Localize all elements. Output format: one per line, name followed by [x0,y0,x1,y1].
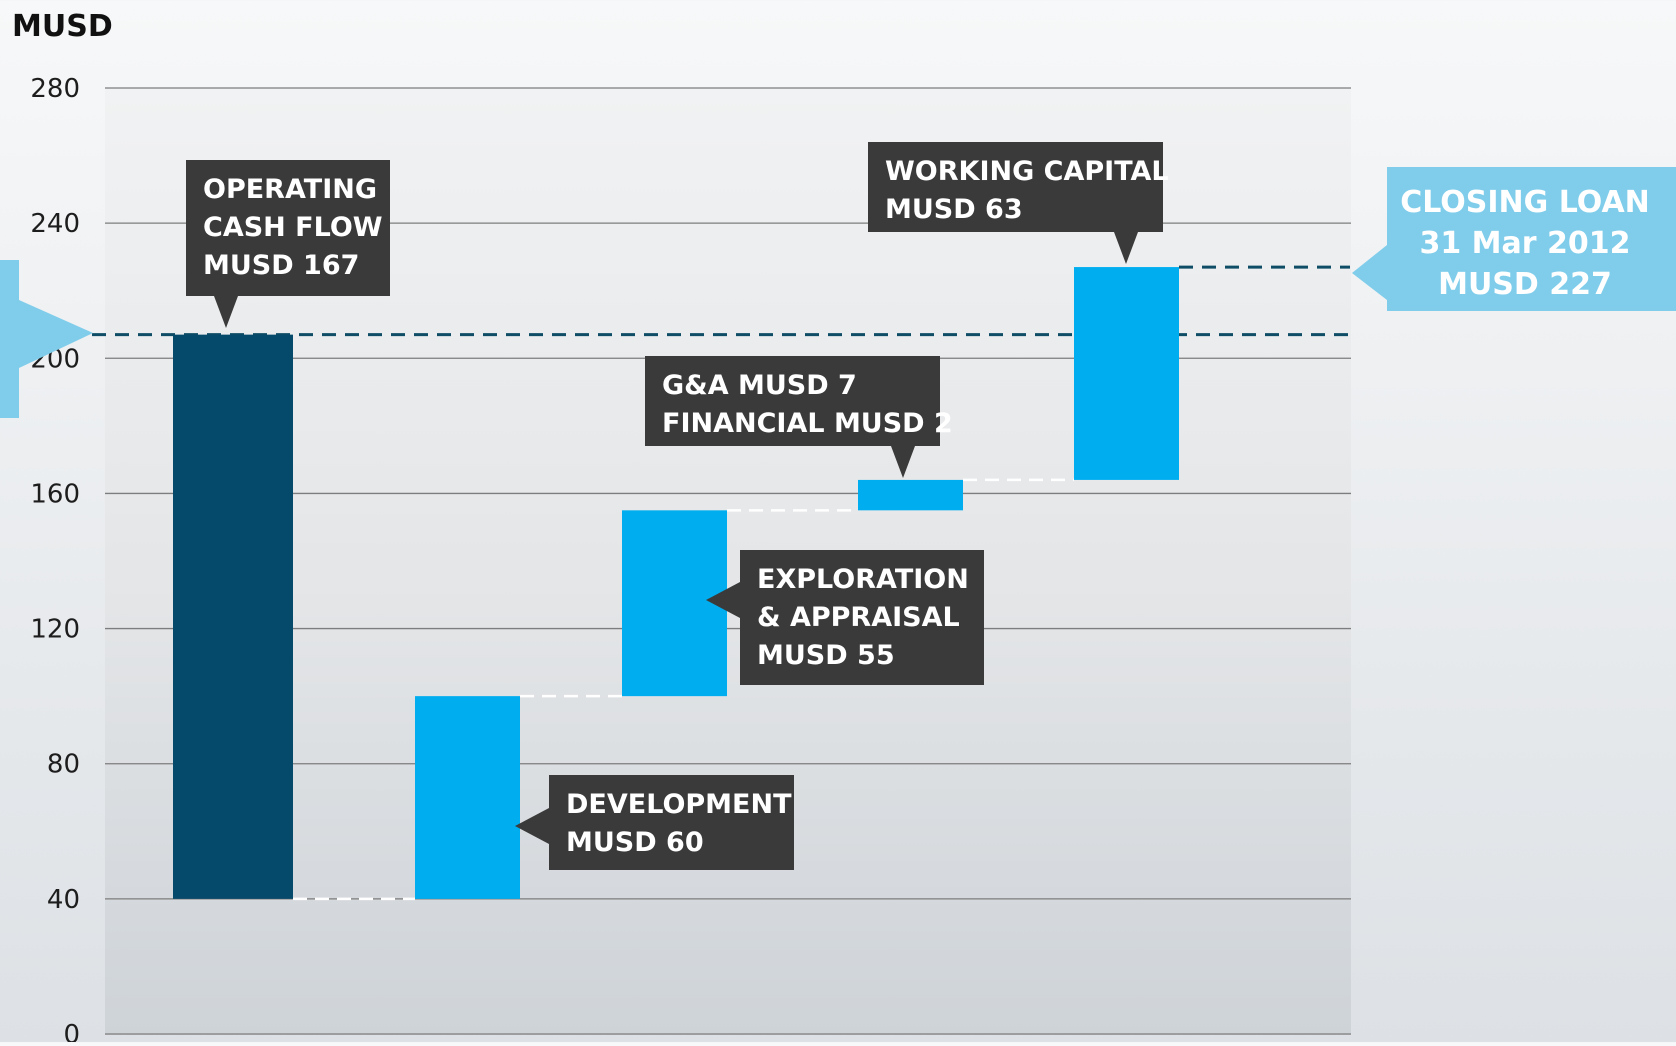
callout-bg [740,550,984,685]
callout-text: MUSD 60 [566,827,704,858]
opening-loan-label [0,260,93,418]
waterfall-bar [622,510,727,697]
callout-text: & APPRAISAL [757,602,960,633]
y-tick-label: 80 [47,750,80,780]
callout-pointer [706,582,740,618]
closing-loan-text: CLOSING LOAN [1400,185,1650,220]
waterfall-bar [1074,267,1179,480]
callout-bg [549,775,794,870]
y-tick-label: 240 [30,209,80,239]
y-tick-label: 40 [47,885,80,915]
callout-box: G&A MUSD 7 FINANCIAL MUSD 2 [645,356,953,478]
callout-text: FINANCIAL MUSD 2 [662,408,953,439]
closing-loan-label-bg [1387,167,1676,311]
opening-loan-label-bg [0,260,19,418]
callout-pointer [1114,232,1138,264]
callout-bg [868,142,1163,232]
y-tick-label: 160 [30,479,80,509]
y-tick-label: 0 [63,1020,80,1042]
y-tick-label: 280 [30,74,80,104]
closing-loan-text: 31 Mar 2012 [1419,226,1630,261]
callout-text: OPERATING [203,174,377,205]
callout-box: OPERATING CASH FLOW MUSD 167 [186,160,390,328]
callout-box: DEVELOPMENT MUSD 60 [515,775,794,870]
callout-pointer [214,296,238,328]
callout-text: MUSD 55 [757,640,895,671]
closing-loan-label-pointer [1352,245,1387,300]
closing-loan-text: MUSD 227 [1438,267,1612,302]
callout-bg [186,160,390,296]
callout-text: MUSD 167 [203,250,359,281]
callout-pointer [515,808,549,844]
y-axis-title: MUSD [12,9,113,44]
callout-text: DEVELOPMENT [566,789,792,820]
waterfall-bar [415,696,520,899]
callout-text: MUSD 63 [885,194,1023,225]
callout-text: G&A MUSD 7 [662,370,857,401]
callout-pointer [891,446,915,478]
y-tick-label: 120 [30,615,80,645]
waterfall-bar [858,479,963,511]
callout-box: EXPLORATION & APPRAISAL MUSD 55 [706,550,984,685]
waterfall-bar [173,334,293,899]
callout-text: CASH FLOW [203,212,383,243]
callout-text: EXPLORATION [757,564,969,595]
callout-bg [645,356,940,446]
callout-box: WORKING CAPITAL MUSD 63 [868,142,1169,264]
closing-loan-label: CLOSING LOAN 31 Mar 2012 MUSD 227 [1352,167,1676,311]
callout-text: WORKING CAPITAL [885,156,1169,187]
opening-loan-label-pointer [19,300,93,368]
